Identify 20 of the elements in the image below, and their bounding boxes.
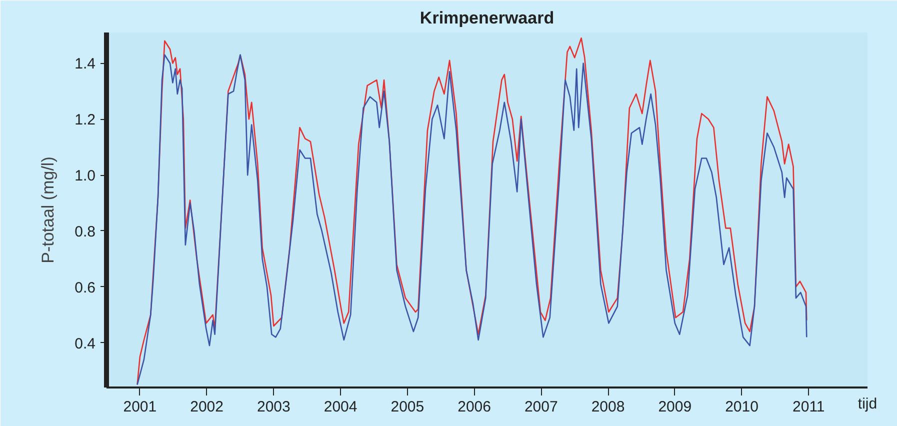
y-axis-title: P-totaal (mg/l)	[38, 156, 58, 264]
x-tick-label: 2009	[658, 398, 692, 416]
y-tick-label: 1.2	[74, 112, 96, 129]
x-tick-label: 2010	[725, 398, 758, 416]
chart-title: Krimpenerwaard	[420, 8, 554, 28]
y-tick-label: 0.4	[74, 335, 96, 352]
x-tick-label: 2011	[792, 398, 825, 416]
x-tick-label: 2005	[390, 398, 424, 416]
x-tick-label: 2008	[591, 398, 625, 416]
x-tick-label: 2003	[256, 398, 290, 416]
y-tick-label: 0.8	[74, 223, 96, 240]
x-axis-title: tijd	[858, 396, 878, 412]
y-tick-label: 0.6	[74, 279, 96, 296]
x-tick-label: 2006	[458, 398, 491, 416]
x-tick-label: 2004	[324, 398, 358, 416]
x-tick-label: 2002	[190, 398, 224, 416]
x-tick-label: 2001	[123, 398, 157, 416]
x-tick-label: 2007	[524, 398, 558, 416]
y-tick-label: 1.0	[74, 168, 96, 185]
y-tick-label: 1.4	[74, 56, 96, 73]
